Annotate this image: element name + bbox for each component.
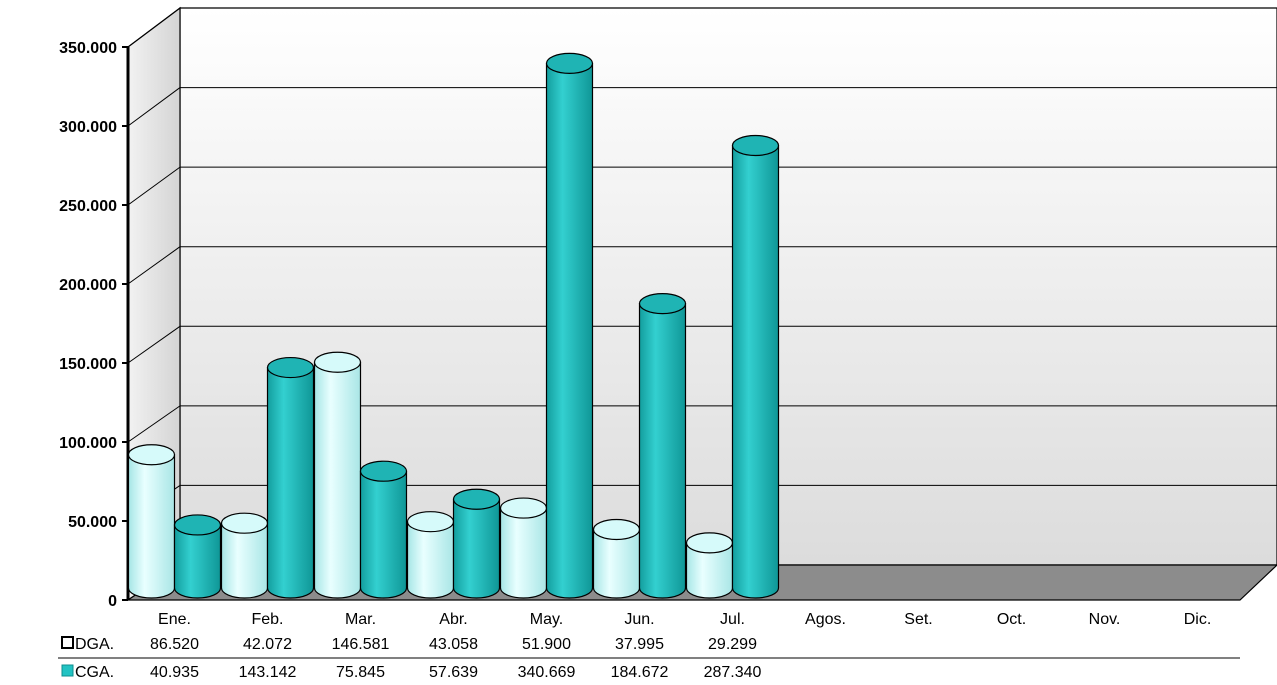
y-tick-label: 300.000 <box>59 119 117 136</box>
gridline <box>127 325 181 364</box>
bar-top <box>545 52 594 74</box>
bar-body <box>638 303 687 599</box>
table-cell: 43.058 <box>429 636 478 653</box>
gridline <box>127 405 181 443</box>
bar-top <box>220 512 269 534</box>
category-label: Abr. <box>439 611 467 628</box>
bar-cga <box>173 514 222 599</box>
gridline <box>127 166 181 206</box>
y-tick-label: 150.000 <box>59 356 117 373</box>
table-cell: 51.900 <box>522 636 571 653</box>
y-tick-label: 250.000 <box>59 198 117 215</box>
y-axis-ticks: 0 50.000 100.000 150.000 200.000 250.000 300.0… <box>59 40 128 610</box>
category-label: Jun. <box>624 611 654 628</box>
category-label: Dic. <box>1184 611 1212 628</box>
bar-top <box>406 511 455 533</box>
category-label: Oct. <box>997 611 1026 628</box>
table-cell: 146.581 <box>332 636 390 653</box>
bar-dga <box>685 532 734 599</box>
bar-body <box>452 498 501 599</box>
table-cell: 57.639 <box>429 664 478 681</box>
bar-top <box>731 134 780 157</box>
table-cell: 37.995 <box>615 636 664 653</box>
bar-top <box>452 488 501 510</box>
category-label: May. <box>530 611 563 628</box>
bars <box>127 52 780 599</box>
y-tick-label: 50.000 <box>68 514 117 531</box>
table-cell: 42.072 <box>243 636 292 653</box>
bar-body <box>266 366 315 599</box>
y-tick-label: 200.000 <box>59 277 117 294</box>
bar-cga <box>266 356 315 599</box>
bar-cga <box>545 52 594 599</box>
bar-dga <box>592 518 641 599</box>
bar-dga <box>127 444 176 599</box>
category-label: Set. <box>904 611 932 628</box>
table-cell: 29.299 <box>708 636 757 653</box>
bar-top <box>685 532 734 554</box>
category-label: Mar. <box>345 611 376 628</box>
data-table: DGA. 86.520 42.072 146.581 43.058 51.900 37.99… <box>58 636 1240 681</box>
bar-top <box>266 356 315 379</box>
category-label: Ene. <box>158 611 191 628</box>
bar-cga <box>359 460 408 599</box>
bar-body <box>220 522 269 599</box>
bar-dga <box>220 512 269 599</box>
category-label: Agos. <box>805 611 846 628</box>
bar-body <box>499 507 548 599</box>
y-tick-label: 350.000 <box>59 40 117 57</box>
bar-top <box>359 460 408 482</box>
table-cell: 75.845 <box>336 664 385 681</box>
legend-label: DGA. <box>75 636 114 653</box>
bar-body <box>127 454 176 599</box>
bar-body <box>313 361 362 599</box>
bar-dga <box>313 351 362 599</box>
y-tick-label: 100.000 <box>59 435 117 452</box>
bar-body <box>359 470 408 599</box>
table-cell: 40.935 <box>150 664 199 681</box>
table-cell: 86.520 <box>150 636 199 653</box>
legend-swatch <box>61 636 74 649</box>
legend-label: CGA. <box>75 664 114 681</box>
bar-top <box>313 351 362 373</box>
table-cell: 340.669 <box>518 664 576 681</box>
category-label: Feb. <box>251 611 283 628</box>
category-label: Jul. <box>720 611 745 628</box>
bar-top <box>499 497 548 519</box>
bar-dga <box>406 511 455 599</box>
bar-top <box>592 518 641 541</box>
table-cell: 143.142 <box>239 664 297 681</box>
legend-swatch <box>61 664 74 677</box>
bar-top <box>173 514 222 536</box>
table-cell: 184.672 <box>611 664 669 681</box>
gridline <box>127 87 181 127</box>
bar-cga <box>452 488 501 599</box>
bar-cga <box>638 293 687 599</box>
table-cell: 287.340 <box>704 664 762 681</box>
bar-body <box>731 144 780 599</box>
category-labels: Ene. Feb. Mar. Abr. May. Jun. Jul. Agos. Set. Oct… <box>158 611 1211 628</box>
bar-top <box>127 444 176 466</box>
y-tick-label: 0 <box>108 593 117 610</box>
bar-top <box>638 293 687 315</box>
gridline <box>127 7 181 48</box>
bar-body <box>406 521 455 599</box>
bar-body <box>173 524 222 599</box>
category-label: Nov. <box>1089 611 1121 628</box>
bar-body <box>545 62 594 599</box>
bar-dga <box>499 497 548 599</box>
bar-cga <box>731 134 780 599</box>
gridline <box>127 246 181 285</box>
